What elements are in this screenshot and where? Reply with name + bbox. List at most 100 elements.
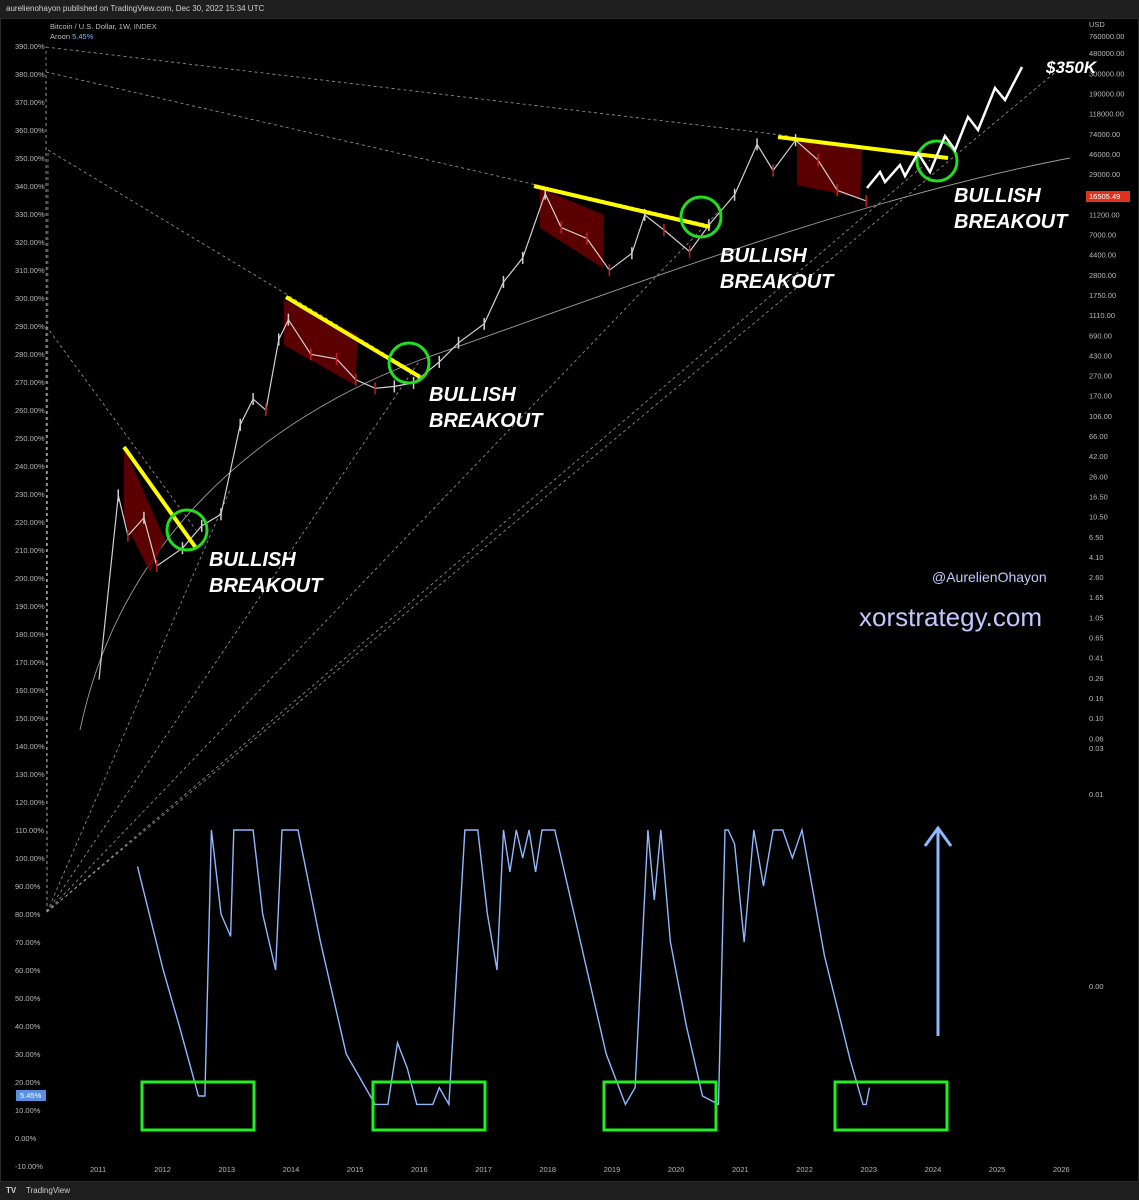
aroon-series (136, 825, 953, 1132)
price-tick-label: 10.50 (1089, 513, 1108, 522)
percent-axis: 390.00% 380.00% 370.00% 360.00% 350.00% 340.0… (15, 42, 45, 1171)
price-tick-label: 760000.00 (1089, 32, 1124, 41)
price-tick-label: 0.01 (1089, 790, 1104, 799)
correction-fill-area (284, 300, 358, 385)
percent-tick-label: 330.00% (15, 210, 45, 219)
time-axis: 2011 2012 2013 2014 2015 2016 2017 2018 2019 2020… (90, 1165, 1070, 1174)
year-tick-label: 2012 (154, 1165, 171, 1174)
publish-info: aurelienohayon published on TradingView.… (6, 4, 265, 13)
fan-guide-line (46, 489, 231, 913)
price-tick-label: 66.00 (1089, 432, 1108, 441)
price-tick-label: 190000.00 (1089, 89, 1124, 98)
correction-fill-area (124, 447, 165, 572)
price-tick-label: 46000.00 (1089, 150, 1120, 159)
indicator-name: Aroon (50, 32, 71, 41)
price-tick-label: 1750.00 (1089, 291, 1116, 300)
price-tick-label: 0.06 (1089, 734, 1104, 743)
year-tick-label: 2021 (732, 1165, 749, 1174)
svg-text:BULLISH: BULLISH (720, 245, 807, 267)
percent-tick-label: 390.00% (15, 42, 45, 51)
year-tick-label: 2020 (668, 1165, 685, 1174)
price-tick-label: 6.50 (1089, 533, 1104, 542)
percent-tick-label: 190.00% (15, 602, 45, 611)
price-tick-label: 270.00 (1089, 372, 1112, 381)
percent-tick-label: 100.00% (15, 854, 45, 863)
year-tick-label: 2013 (218, 1165, 235, 1174)
trendlines (122, 135, 959, 552)
breakout-label-2: BULLISH BREAKOUT (429, 384, 544, 432)
percent-tick-label: 220.00% (15, 518, 45, 527)
percent-tick-label: 250.00% (15, 434, 45, 443)
svg-text:5.45%: 5.45% (20, 1091, 42, 1100)
percent-tick-label: 340.00% (15, 182, 45, 191)
price-tick-label: 74000.00 (1089, 130, 1120, 139)
low-zone-box (602, 1080, 718, 1132)
price-tick-label: 1.05 (1089, 613, 1104, 622)
price-tick-label: 430.00 (1089, 351, 1112, 360)
price-tick-label: 11200.00 (1089, 210, 1120, 219)
year-tick-label: 2014 (283, 1165, 300, 1174)
year-tick-label: 2024 (925, 1165, 942, 1174)
percent-tick-label: 160.00% (15, 686, 45, 695)
price-tick-label: 16.50 (1089, 492, 1108, 501)
svg-text:BREAKOUT: BREAKOUT (209, 575, 324, 597)
fan-guide-line (46, 59, 1071, 913)
price-tick-label: 0.41 (1089, 654, 1104, 663)
year-tick-label: 2022 (796, 1165, 813, 1174)
percent-tick-label: 360.00% (15, 126, 45, 135)
projection-path (866, 66, 1024, 189)
year-tick-label: 2023 (860, 1165, 877, 1174)
breakout-circle (165, 508, 209, 552)
percent-tick-label: 350.00% (15, 154, 45, 163)
percent-tick-label: -10.00% (15, 1162, 43, 1171)
percent-tick-label: 270.00% (15, 378, 45, 387)
fan-guide-line (46, 159, 931, 913)
year-tick-label: 2011 (90, 1165, 106, 1174)
year-tick-label: 2018 (539, 1165, 556, 1174)
aroon-line (136, 827, 871, 1107)
price-tick-label: 0.00 (1089, 982, 1104, 991)
breakout-label-4: BULLISH BREAKOUT (954, 185, 1069, 233)
percent-tick-label: 280.00% (15, 350, 45, 359)
percent-tick-label: 170.00% (15, 658, 45, 667)
correction-fill-area (797, 140, 862, 198)
svg-text:BREAKOUT: BREAKOUT (429, 410, 544, 432)
svg-text:USD: USD (1089, 20, 1105, 29)
price-tick-label: 300000.00 (1089, 69, 1124, 78)
percent-tick-label: 200.00% (15, 574, 45, 583)
target-label: $350K (1045, 58, 1098, 77)
correction-fill-area (540, 188, 604, 268)
indicator-value: 5.45% (72, 32, 94, 41)
site-watermark: xorstrategy.com (859, 602, 1042, 632)
year-tick-label: 2025 (989, 1165, 1006, 1174)
breakout-circle (915, 139, 959, 183)
percent-tick-label: 320.00% (15, 238, 45, 247)
price-tick-label: 170.00 (1089, 392, 1112, 401)
tradingview-footer: TV TradingView (0, 1182, 1139, 1200)
resistance-guide-line (45, 325, 197, 531)
price-tick-label: 0.16 (1089, 694, 1104, 703)
low-zone-box (140, 1080, 256, 1132)
indicator-row: Aroon 5.45% (50, 32, 157, 42)
yellow-trendline (122, 445, 198, 550)
price-tick-label: 690.00 (1089, 331, 1112, 340)
svg-text:BULLISH: BULLISH (954, 185, 1041, 207)
price-tick-label: 4.10 (1089, 553, 1104, 562)
low-zone-box (371, 1080, 487, 1132)
chart-legend: Bitcoin / U.S. Dollar, 1W, INDEX Aroon 5… (50, 22, 157, 42)
price-axis: 480000.00 300000.00 190000.00 118000.00 7400… (1089, 32, 1124, 991)
percent-tick-label: 300.00% (15, 294, 45, 303)
percent-tick-label: 40.00% (15, 1022, 41, 1031)
percent-tick-label: 230.00% (15, 490, 45, 499)
svg-text:BREAKOUT: BREAKOUT (954, 211, 1069, 233)
percent-tick-label: 130.00% (15, 770, 45, 779)
price-tick-label: 1.65 (1089, 593, 1104, 602)
price-tick-label: 2800.00 (1089, 271, 1116, 280)
price-tick-label: 26.00 (1089, 472, 1108, 481)
percent-tick-label: 140.00% (15, 742, 45, 751)
percent-tick-label: 180.00% (15, 630, 45, 639)
symbol-title: Bitcoin / U.S. Dollar, 1W, INDEX (50, 22, 157, 31)
year-tick-label: 2015 (347, 1165, 364, 1174)
breakout-label-1: BULLISH BREAKOUT (209, 549, 324, 597)
